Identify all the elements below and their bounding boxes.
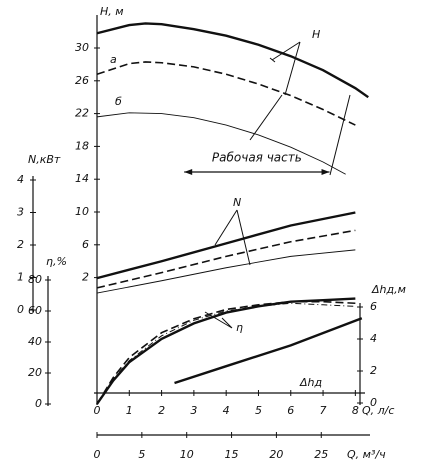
axis-title: N,кВт: [28, 153, 61, 166]
curve: [96, 249, 356, 294]
y-tick-label: 18: [75, 139, 89, 152]
annotation: а: [110, 53, 117, 66]
y-tick-label: 1: [17, 271, 24, 284]
leader-range: [249, 94, 351, 176]
y-tick-label: 2: [82, 271, 89, 284]
x-tick-label: 5: [255, 404, 262, 417]
y-tick-label: 6: [82, 238, 89, 251]
annotation: N: [233, 196, 241, 209]
x-tick-label: 1: [126, 404, 133, 417]
curve: [96, 211, 356, 280]
x2-tick-label: 20: [269, 448, 283, 461]
y-tick-label: 2: [17, 238, 24, 251]
y-tick-label: 14: [75, 172, 89, 185]
curve: [174, 317, 363, 385]
y-tick-label: 10: [75, 205, 89, 218]
y-tick-label: 60: [28, 304, 42, 317]
arrow-head: [321, 169, 330, 175]
arrow-head: [184, 169, 193, 175]
y-tick-label: 30: [75, 41, 89, 54]
axis-title: Δhд,м: [371, 283, 406, 296]
annotation: H: [312, 28, 320, 41]
curve: [96, 112, 346, 175]
x-axis-title: Q, л/с: [362, 404, 394, 417]
leader-h: [269, 41, 301, 96]
x-tick-label: 8: [352, 404, 359, 417]
x-tick-label: 6: [287, 404, 294, 417]
y-tick-label: 0: [370, 396, 377, 409]
axis-title: η,%: [46, 255, 67, 268]
x-tick-label: 0: [94, 404, 101, 417]
y-tick-label: 20: [28, 366, 42, 379]
y-tick-label: 22: [75, 107, 89, 120]
curve: [96, 300, 356, 405]
axis-title: H, м: [100, 5, 124, 18]
y-tick-label: 80: [28, 273, 42, 286]
range-label: Рабочая часть: [212, 151, 302, 165]
leaders: [204, 41, 351, 329]
y-tick-label: 6: [370, 300, 377, 313]
x2-tick-label: 25: [314, 448, 328, 461]
x-tick-label: 4: [223, 404, 230, 417]
y-tick-label: 3: [17, 206, 24, 219]
annotation: б: [115, 95, 122, 108]
curve: [96, 302, 356, 405]
annotation: η: [236, 321, 243, 334]
x-tick-label: 7: [320, 404, 327, 417]
annotation: Δhд: [299, 376, 322, 389]
y-tick-label: 0: [17, 303, 24, 316]
x2-tick-label: 5: [138, 448, 145, 461]
x2-axis-title: Q, м³/ч: [347, 448, 386, 461]
x2-tick-label: 10: [180, 448, 194, 461]
y-tick-label: 26: [75, 74, 89, 87]
y-tick-label: 4: [370, 332, 377, 345]
y-tick-label: 4: [17, 173, 24, 186]
y-tick-label: 0: [35, 397, 42, 410]
x-tick-label: 2: [158, 404, 165, 417]
x-tick-label: 3: [190, 404, 197, 417]
y-tick-label: 40: [28, 335, 42, 348]
y-tick-label: 2: [370, 364, 377, 377]
curve: [96, 229, 356, 289]
curve: [96, 22, 369, 99]
curve: [96, 61, 356, 126]
x2-tick-label: 0: [94, 448, 101, 461]
x2-tick-label: 15: [225, 448, 239, 461]
